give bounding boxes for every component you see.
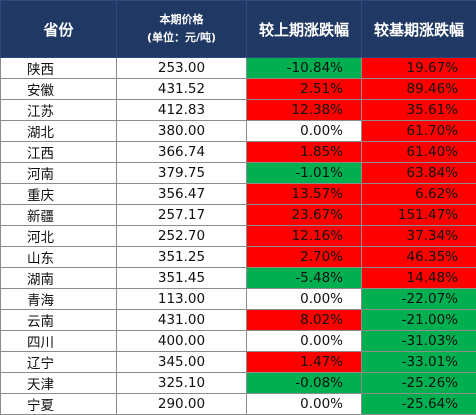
prev-change-cell: -5.48% xyxy=(247,268,362,289)
price-cell: 400.00 xyxy=(117,331,247,352)
prev-change-cell: 0.00% xyxy=(247,331,362,352)
base-change-cell: 19.67% xyxy=(362,58,476,79)
province-cell: 河北 xyxy=(1,226,117,247)
prev-change-cell: 0.00% xyxy=(247,394,362,415)
prev-change-cell: -1.01% xyxy=(247,163,362,184)
price-cell: 431.00 xyxy=(117,310,247,331)
province-cell: 云南 xyxy=(1,310,117,331)
base-change-cell: 37.34% xyxy=(362,226,476,247)
province-cell: 山东 xyxy=(1,247,117,268)
prev-change-cell: 1.85% xyxy=(247,142,362,163)
table-header: 省份 本期价格 (单位：元/吨) 较上期涨跌幅 较基期涨跌幅 xyxy=(1,1,476,58)
prev-change-cell: 8.02% xyxy=(247,310,362,331)
base-change-cell: -22.07% xyxy=(362,289,476,310)
price-cell: 356.47 xyxy=(117,184,247,205)
prev-change-cell: -0.08% xyxy=(247,373,362,394)
price-cell: 379.75 xyxy=(117,163,247,184)
base-change-cell: -21.00% xyxy=(362,310,476,331)
base-change-cell: 89.46% xyxy=(362,79,476,100)
price-cell: 252.70 xyxy=(117,226,247,247)
price-header-title: 本期价格 xyxy=(117,11,246,29)
prev-change-cell: 0.00% xyxy=(247,289,362,310)
province-cell: 新疆 xyxy=(1,205,117,226)
province-cell: 宁夏 xyxy=(1,394,117,415)
price-cell: 351.25 xyxy=(117,247,247,268)
prev-change-cell: 23.67% xyxy=(247,205,362,226)
price-cell: 113.00 xyxy=(117,289,247,310)
price-cell: 412.83 xyxy=(117,100,247,121)
province-cell: 青海 xyxy=(1,289,117,310)
price-cell: 366.74 xyxy=(117,142,247,163)
prev-change-cell: 13.57% xyxy=(247,184,362,205)
price-cell: 380.00 xyxy=(117,121,247,142)
prev-change-header: 较上期涨跌幅 xyxy=(247,1,362,58)
base-change-cell: 61.40% xyxy=(362,142,476,163)
province-cell: 河南 xyxy=(1,163,117,184)
base-change-cell: 35.61% xyxy=(362,100,476,121)
price-cell: 431.52 xyxy=(117,79,247,100)
province-cell: 辽宁 xyxy=(1,352,117,373)
base-change-cell: -33.01% xyxy=(362,352,476,373)
province-cell: 四川 xyxy=(1,331,117,352)
header-row: 省份 本期价格 (单位：元/吨) 较上期涨跌幅 较基期涨跌幅 xyxy=(1,1,476,58)
prev-change-cell: 1.47% xyxy=(247,352,362,373)
base-change-cell: 151.47% xyxy=(362,205,476,226)
province-cell: 陕西 xyxy=(1,58,117,79)
prev-change-cell: -10.84% xyxy=(247,58,362,79)
province-cell: 天津 xyxy=(1,373,117,394)
price-cell: 351.45 xyxy=(117,268,247,289)
base-change-cell: 63.84% xyxy=(362,163,476,184)
prev-change-cell: 12.16% xyxy=(247,226,362,247)
province-cell: 江西 xyxy=(1,142,117,163)
base-change-cell: 61.70% xyxy=(362,121,476,142)
prev-change-cell: 2.70% xyxy=(247,247,362,268)
price-cell: 253.00 xyxy=(117,58,247,79)
base-change-cell: 14.48% xyxy=(362,268,476,289)
province-cell: 重庆 xyxy=(1,184,117,205)
price-cell: 257.17 xyxy=(117,205,247,226)
base-change-cell: -31.03% xyxy=(362,331,476,352)
price-cell: 345.00 xyxy=(117,352,247,373)
base-change-cell: -25.26% xyxy=(362,373,476,394)
prev-change-cell: 2.51% xyxy=(247,79,362,100)
price-cell: 325.10 xyxy=(117,373,247,394)
price-header-unit: (单位：元/吨) xyxy=(117,29,246,47)
province-header: 省份 xyxy=(1,1,117,58)
base-change-cell: 46.35% xyxy=(362,247,476,268)
price-cell: 290.00 xyxy=(117,394,247,415)
province-cell: 安徽 xyxy=(1,79,117,100)
base-change-cell: -25.64% xyxy=(362,394,476,415)
price-header: 本期价格 (单位：元/吨) xyxy=(117,1,247,58)
province-cell: 湖南 xyxy=(1,268,117,289)
prev-change-cell: 12.38% xyxy=(247,100,362,121)
prev-change-cell: 0.00% xyxy=(247,121,362,142)
base-change-cell: 6.62% xyxy=(362,184,476,205)
base-change-header: 较基期涨跌幅 xyxy=(362,1,476,58)
province-cell: 湖北 xyxy=(1,121,117,142)
province-cell: 江苏 xyxy=(1,100,117,121)
